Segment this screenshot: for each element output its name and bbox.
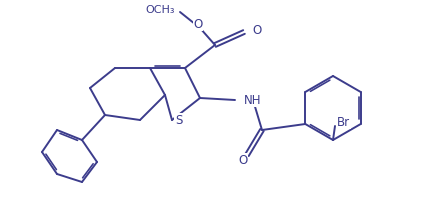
Text: O: O [193,17,203,30]
Text: O: O [238,154,248,167]
Text: O: O [252,24,261,37]
Text: S: S [175,114,182,127]
Text: NH: NH [244,94,261,106]
Text: Br: Br [337,115,350,128]
Text: OCH₃: OCH₃ [146,5,175,15]
